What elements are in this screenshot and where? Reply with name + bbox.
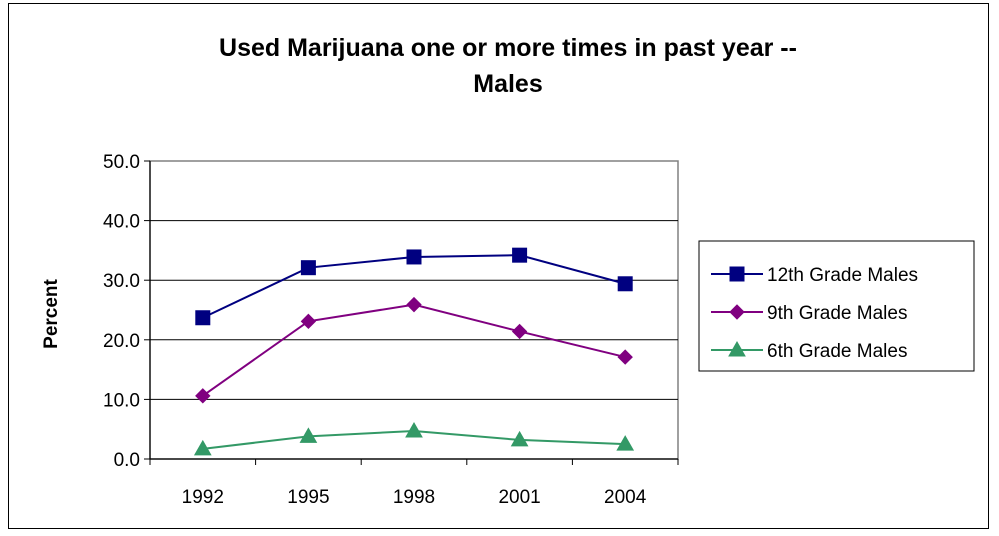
legend-label: 9th Grade Males: [767, 303, 907, 324]
data-point: [299, 427, 318, 443]
data-point: [510, 430, 529, 447]
y-tick-label: 10.0: [103, 390, 140, 411]
legend-marker: [728, 340, 746, 357]
chart-title-line-2: Males: [473, 70, 542, 98]
data-point: [617, 276, 633, 292]
y-tick-label: 0.0: [114, 450, 140, 471]
data-point: [406, 296, 422, 313]
chart-title-line-1: Used Marijuana one or more times in past…: [219, 34, 797, 62]
plot-area: 0.0 10.0 20.0 30.0 40.0 50.0 1992 1995 1998 2001 2…: [103, 152, 679, 508]
data-point: [195, 310, 211, 326]
data-point: [616, 435, 635, 451]
data-point: [406, 249, 422, 265]
y-tick-label: 40.0: [103, 212, 140, 233]
data-point: [617, 349, 633, 365]
data-point: [405, 421, 423, 438]
y-axis-label: Percent: [41, 278, 62, 348]
x-tick-label: 2001: [498, 487, 540, 508]
x-tick-label: 2004: [604, 487, 647, 508]
series-line: [202, 303, 626, 397]
data-point: [512, 247, 528, 263]
line-chart: Used Marijuana one or more times in past…: [41, 34, 975, 508]
legend: 12th Grade Males 9th Grade Males 6th Grade…: [698, 240, 975, 372]
data-point: [300, 313, 317, 330]
x-tick-label: 1992: [182, 487, 224, 508]
legend-label: 6th Grade Males: [767, 341, 907, 362]
y-tick-label: 50.0: [103, 152, 140, 173]
legend-marker: [729, 304, 745, 320]
chart-area: Used Marijuana one or more times in past…: [8, 3, 989, 529]
legend-label: 12th Grade Males: [767, 265, 918, 286]
data-point: [300, 260, 316, 276]
legend-marker: [729, 266, 745, 282]
data-point: [511, 323, 528, 340]
data-point: [193, 439, 212, 456]
data-point: [195, 388, 211, 404]
x-tick-label: 1995: [287, 487, 329, 508]
x-tick-label: 1998: [393, 487, 435, 508]
y-tick-label: 20.0: [103, 331, 140, 352]
y-tick-label: 30.0: [103, 271, 140, 292]
